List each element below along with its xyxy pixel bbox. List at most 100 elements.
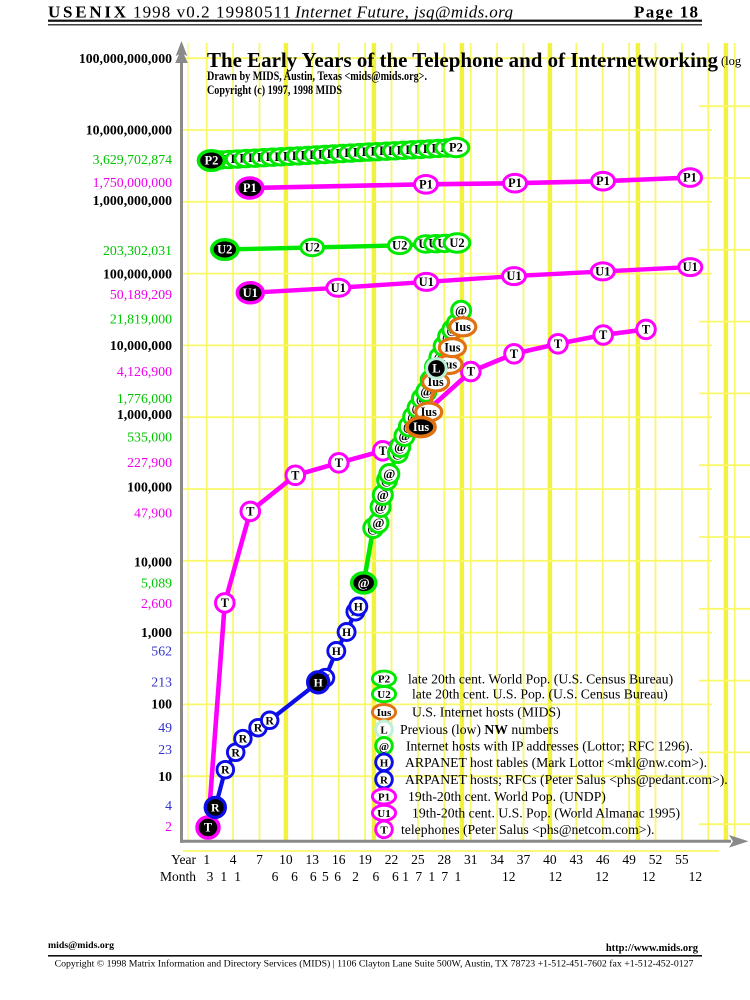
svg-text:6: 6 (334, 869, 341, 884)
svg-text:@: @ (358, 575, 370, 590)
svg-text:1,000,000: 1,000,000 (117, 407, 172, 422)
svg-text:@: @ (383, 466, 395, 481)
svg-text:P1: P1 (378, 791, 390, 803)
svg-text:6: 6 (291, 869, 298, 884)
svg-text:562: 562 (151, 644, 172, 659)
svg-text:50,189,209: 50,189,209 (110, 287, 172, 302)
svg-text:U2: U2 (217, 243, 232, 257)
svg-text:H: H (380, 757, 389, 769)
svg-text:203,302,031: 203,302,031 (103, 243, 172, 258)
svg-text:U1: U1 (683, 260, 698, 274)
svg-text:6: 6 (272, 869, 279, 884)
svg-text:12: 12 (642, 869, 656, 884)
svg-text:U2: U2 (449, 236, 464, 250)
svg-text:49: 49 (158, 720, 172, 735)
svg-text:47,900: 47,900 (134, 506, 172, 521)
svg-text:2: 2 (352, 869, 359, 884)
svg-text:1,000: 1,000 (141, 625, 172, 640)
svg-text:55: 55 (675, 852, 689, 867)
svg-text:T: T (554, 337, 562, 351)
svg-text:mids@mids.org: mids@mids.org (48, 940, 114, 951)
svg-text:P1: P1 (596, 174, 610, 188)
svg-text:L: L (380, 724, 387, 736)
svg-text:L: L (432, 361, 440, 375)
svg-text:1: 1 (203, 852, 210, 867)
svg-text:late 20th cent. World Pop. (U.: late 20th cent. World Pop. (U.S. Census … (408, 671, 673, 687)
svg-text:T: T (379, 444, 387, 458)
svg-text:6: 6 (392, 869, 399, 884)
svg-text:H: H (314, 675, 323, 689)
svg-text:28: 28 (438, 852, 452, 867)
svg-text:52: 52 (649, 852, 663, 867)
svg-text:telephones (Peter Salus <phs@n: telephones (Peter Salus <phs@netcom.com>… (401, 822, 654, 838)
svg-text:Drawn by MIDS, Austin, Texas <: Drawn by MIDS, Austin, Texas <mids@mids.… (207, 69, 427, 83)
svg-text:1: 1 (234, 869, 241, 884)
svg-text:Previous (low) NW numbers: Previous (low) NW numbers (400, 722, 559, 738)
svg-text:19: 19 (358, 852, 372, 867)
svg-text:Copyright (c) 1997, 1998 MIDS: Copyright (c) 1997, 1998 MIDS (207, 83, 342, 97)
svg-text:T: T (380, 824, 388, 836)
svg-text:31: 31 (464, 852, 478, 867)
svg-text:T: T (642, 322, 650, 336)
svg-text:7: 7 (415, 869, 422, 884)
svg-text:Month: Month (160, 869, 196, 884)
svg-text:P1: P1 (419, 177, 433, 191)
svg-text:R: R (239, 732, 248, 746)
svg-text:7: 7 (256, 852, 263, 867)
svg-text:P1: P1 (243, 181, 257, 195)
svg-text:49: 49 (622, 852, 636, 867)
svg-text:U.S. Internet hosts (MIDS): U.S. Internet hosts (MIDS) (412, 705, 561, 721)
svg-text:3,629,702,874: 3,629,702,874 (93, 152, 172, 167)
svg-text:13: 13 (306, 852, 320, 867)
svg-text:23: 23 (158, 742, 172, 757)
svg-text:535,000: 535,000 (127, 430, 172, 445)
svg-text:ARPANET host tables (Mark Lott: ARPANET host tables (Mark Lottor <mkl@nw… (405, 755, 707, 771)
svg-text:H: H (342, 625, 351, 639)
svg-text:10,000: 10,000 (134, 555, 172, 570)
svg-text:1: 1 (455, 869, 462, 884)
svg-text:227,900: 227,900 (127, 455, 172, 470)
svg-text:1: 1 (220, 869, 227, 884)
svg-text:T: T (599, 328, 607, 342)
svg-text:46: 46 (596, 852, 610, 867)
svg-text:(log: (log (721, 54, 742, 68)
svg-text:21,819,000: 21,819,000 (110, 312, 172, 327)
svg-text:R: R (265, 713, 274, 727)
svg-text:U1: U1 (331, 281, 346, 295)
svg-text:Internet hosts with IP address: Internet hosts with IP addresses (Lottor… (406, 738, 693, 754)
svg-text:Page 18: Page 18 (634, 3, 698, 22)
svg-text:U1: U1 (243, 286, 258, 300)
svg-text:Ius: Ius (377, 707, 392, 719)
svg-text:P2: P2 (378, 674, 391, 686)
svg-text:R: R (380, 775, 389, 787)
svg-text:100,000,000: 100,000,000 (103, 267, 172, 282)
svg-text:10: 10 (279, 852, 293, 867)
svg-text:late 20th cent. U.S. Pop. (U.S: late 20th cent. U.S. Pop. (U.S. Census B… (412, 687, 668, 703)
svg-text:12: 12 (549, 869, 563, 884)
svg-text:Ius: Ius (444, 341, 461, 355)
svg-text:16: 16 (332, 852, 346, 867)
svg-text:10,000,000: 10,000,000 (110, 338, 172, 353)
svg-text:19th-20th cent. World Pop. (UN: 19th-20th cent. World Pop. (UNDP) (408, 789, 606, 805)
svg-text:Internet Future, jsq@mids.org: Internet Future, jsq@mids.org (294, 3, 513, 22)
svg-text:4: 4 (230, 852, 237, 867)
svg-text:@: @ (372, 515, 384, 530)
svg-text:U2: U2 (392, 238, 407, 252)
svg-text:U1: U1 (595, 264, 610, 278)
svg-text:19th-20th cent. U.S. Pop. (Wor: 19th-20th cent. U.S. Pop. (World Almanac… (412, 806, 680, 822)
svg-text:P2: P2 (204, 154, 218, 168)
svg-text:5: 5 (322, 869, 329, 884)
svg-text:Ius: Ius (421, 405, 438, 419)
svg-text:1: 1 (402, 869, 409, 884)
svg-text:T: T (204, 821, 212, 835)
svg-text:T: T (291, 468, 299, 482)
svg-text:Copyright © 1998 Matrix Inform: Copyright © 1998 Matrix Information and … (55, 959, 694, 970)
svg-text:U2: U2 (377, 689, 391, 701)
svg-text:12: 12 (595, 869, 609, 884)
svg-text:100,000,000,000: 100,000,000,000 (79, 51, 172, 66)
svg-text:@: @ (379, 741, 389, 753)
svg-text:P1: P1 (508, 176, 522, 190)
svg-text:213: 213 (151, 675, 172, 690)
svg-text:100: 100 (151, 697, 172, 712)
svg-text:4: 4 (165, 798, 172, 813)
